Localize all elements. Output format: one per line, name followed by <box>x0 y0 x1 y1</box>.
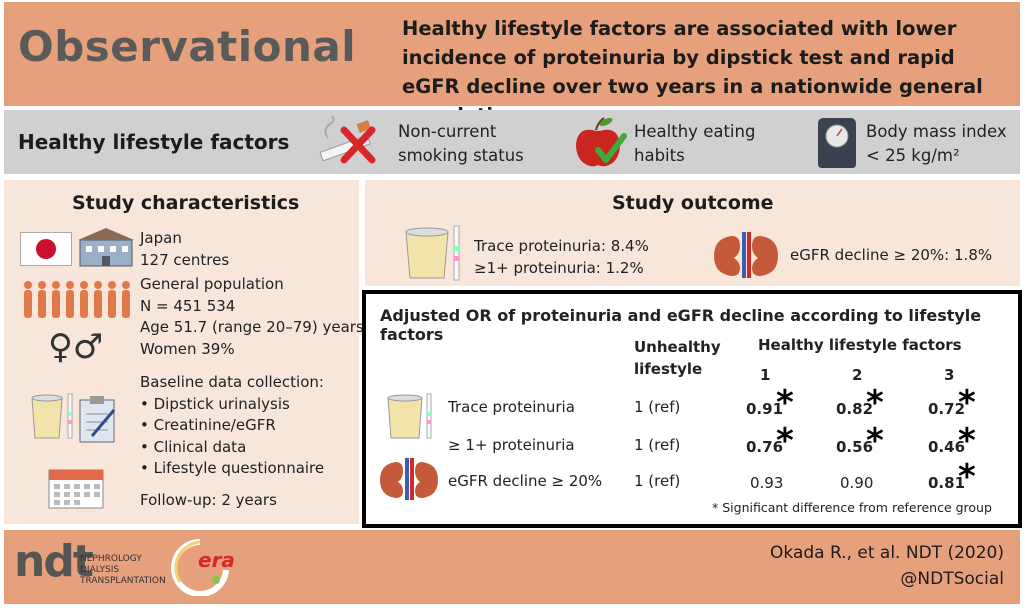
social-handle[interactable]: @NDTSocial <box>900 569 1004 589</box>
followup-text: Follow-up: 2 years <box>140 491 277 509</box>
outcome-title: Study outcome <box>612 192 774 214</box>
population-n: N = 451 534 <box>140 296 236 315</box>
apple-check-icon <box>576 117 627 167</box>
characteristics-title: Study characteristics <box>72 192 300 214</box>
or-value: 0.91 <box>746 400 784 418</box>
outcome-one-plus: ≥1+ proteinuria: 1.2% <box>474 258 644 277</box>
footer-banner: ndt NEPHROLOGY DIALYSIS TRANSPLANTATION … <box>4 530 1020 604</box>
study-type-label: Observational <box>18 22 357 71</box>
col-num-2: 2 <box>852 366 863 384</box>
col-unhealthy-line1: Unhealthy <box>634 338 721 356</box>
kidney-icon <box>714 232 778 278</box>
col-unhealthy-line2: lifestyle <box>634 360 703 378</box>
odds-ratio-table <box>362 290 1022 528</box>
or-value: 0.46 <box>928 438 966 456</box>
outcome-trace: Trace proteinuria: 8.4% <box>474 237 649 255</box>
calendar-icon <box>48 469 104 509</box>
col-healthy-header: Healthy lifestyle factors <box>758 336 962 354</box>
era-logo-icon <box>171 539 229 596</box>
significance-star: * <box>958 421 976 461</box>
era-logo-text: era <box>198 548 235 572</box>
or-value: 0.56 <box>836 438 874 456</box>
japan-flag-icon <box>20 232 72 266</box>
scale-icon <box>818 118 856 168</box>
or-value: 0.90 <box>840 474 874 492</box>
significance-star: * <box>958 457 976 497</box>
lifestyle-factors-bar: Healthy lifestyle factors Non-current sm… <box>4 110 1020 174</box>
population-age: Age 51.7 (range 20–79) years <box>140 318 364 336</box>
row-label-trace: Trace proteinuria <box>448 398 575 416</box>
logo-line: TRANSPLANTATION <box>80 576 166 586</box>
col-num-3: 3 <box>944 366 955 384</box>
row-ref: 1 (ref) <box>634 436 681 454</box>
significance-star: * <box>958 383 976 423</box>
kidney-icon <box>380 458 438 500</box>
gender-symbols-icon: ♀♂ <box>48 327 104 367</box>
outcome-egfr: eGFR decline ≥ 20%: 1.8% <box>790 246 993 264</box>
location-country: Japan <box>140 229 182 247</box>
urine-cup-icon <box>405 225 460 281</box>
location-centres: 127 centres <box>140 250 230 269</box>
no-smoking-icon <box>319 116 376 164</box>
or-value: 0.72 <box>928 400 966 418</box>
factor-smoking-line2: smoking status <box>398 146 524 165</box>
row-ref: 1 (ref) <box>634 398 681 416</box>
baseline-title: Baseline data collection: <box>140 373 324 391</box>
factor-smoking-line1: Non-current <box>398 122 497 141</box>
ndt-logo: ndt <box>14 536 94 587</box>
factors-title: Healthy lifestyle factors <box>18 130 290 154</box>
significance-star: * <box>866 383 884 423</box>
or-value: 0.93 <box>750 474 784 492</box>
clipboard-icon <box>79 396 116 443</box>
significance-star: * <box>866 421 884 461</box>
row-label-egfr: eGFR decline ≥ 20% <box>448 472 603 490</box>
significance-star: * <box>776 421 794 461</box>
population-type: General population <box>140 275 284 293</box>
baseline-item: • Clinical data <box>140 437 247 456</box>
baseline-item: • Dipstick urinalysis <box>140 394 290 413</box>
factor-bmi-line1: Body mass index <box>866 122 1007 141</box>
citation: Okada R., et al. NDT (2020) <box>770 543 1004 563</box>
study-outcome-panel <box>365 180 1020 286</box>
population-people-icon <box>24 281 130 318</box>
population-women: Women 39% <box>140 339 235 358</box>
significance-star: * <box>776 383 794 423</box>
row-label-one-plus: ≥ 1+ proteinuria <box>448 436 575 454</box>
factor-eating-line2: habits <box>634 146 685 165</box>
header-banner: Observational Healthy lifestyle factors … <box>4 2 1020 127</box>
row-ref: 1 (ref) <box>634 472 681 490</box>
baseline-item: • Lifestyle questionnaire <box>140 459 325 477</box>
logo-line: DIALYSIS <box>80 565 120 575</box>
factor-bmi-line2: < 25 kg/m² <box>866 146 960 165</box>
hospital-building-icon <box>78 228 134 267</box>
table-footnote: * Significant difference from reference … <box>712 500 992 515</box>
logo-line: NEPHROLOGY <box>80 554 142 564</box>
or-value: 0.76 <box>746 438 784 456</box>
baseline-item: • Creatinine/eGFR <box>140 416 276 434</box>
or-value: 0.82 <box>836 400 874 418</box>
or-value: 0.81 <box>928 474 966 492</box>
col-num-1: 1 <box>760 366 771 384</box>
urine-cup-icon <box>31 393 73 439</box>
factor-eating-line1: Healthy eating <box>634 122 756 141</box>
table-title: Adjusted OR of proteinuria and eGFR decl… <box>380 306 982 344</box>
urine-cup-icon <box>387 393 432 439</box>
